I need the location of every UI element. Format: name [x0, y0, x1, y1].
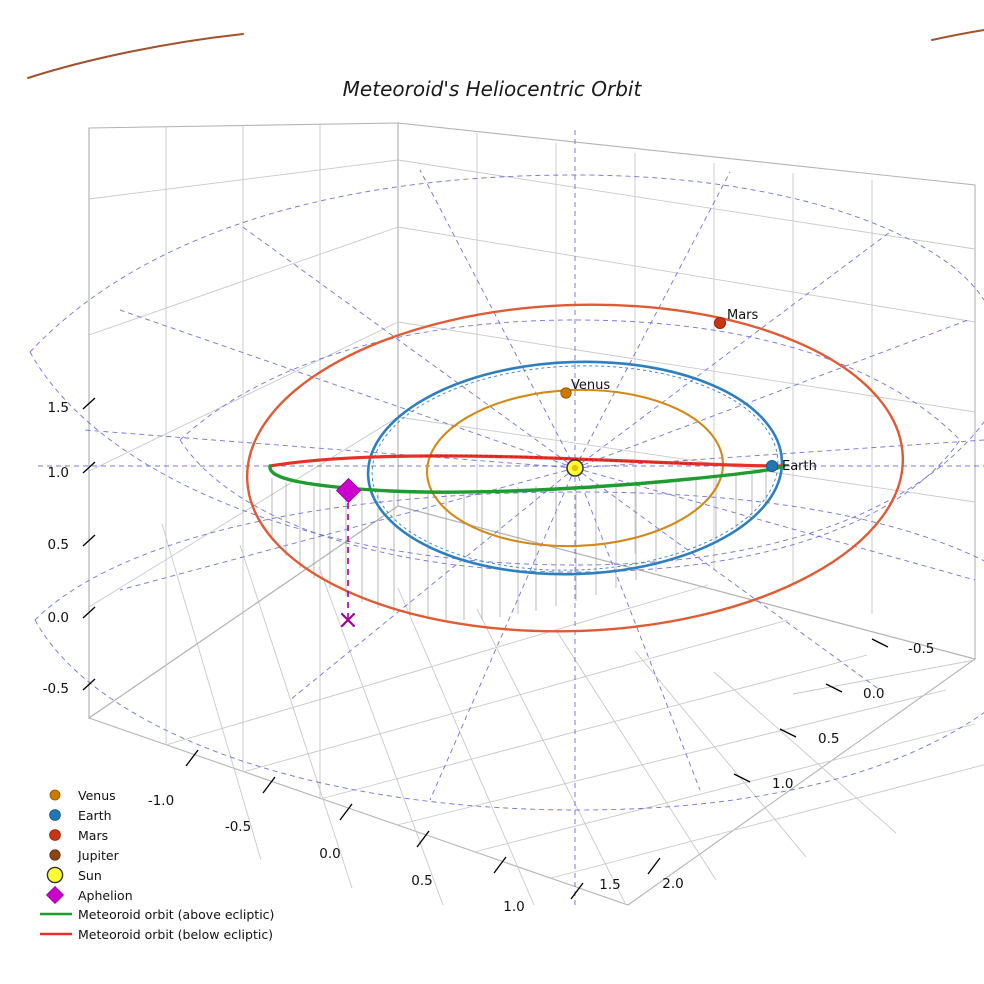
axis-tick-marks [82, 397, 889, 900]
legend-marker-mars [49, 829, 61, 841]
venus-orbit [426, 388, 724, 548]
legend-label-orbit-below: Meteoroid orbit (below ecliptic) [78, 927, 273, 942]
x-tick-label-5: 1.0 [503, 899, 524, 915]
jupiter-orbit [27, 29, 984, 79]
z-tick-label-4: 0.0 [48, 610, 69, 626]
z-tick-label-1: 1.5 [48, 400, 69, 416]
legend-label-venus: Venus [78, 788, 116, 803]
z-tick-label-5: -0.5 [43, 681, 69, 697]
legend-label-sun: Sun [78, 868, 102, 883]
x-tick-label-2: -0.5 [225, 819, 251, 835]
legend-label-aphelion: Aphelion [78, 888, 133, 903]
x-tick-label-1: -1.0 [148, 793, 174, 809]
earth-annotation: Earth [782, 459, 817, 474]
legend-marker-venus [49, 789, 61, 801]
legend: Venus Earth Mars Jupiter Sun Aphelion Me… [40, 788, 274, 942]
aphelion-diamond-marker [335, 477, 362, 504]
meteoroid-stem-lines [271, 470, 767, 620]
meteoroid-orbit-above-ecliptic [268, 464, 786, 494]
page-title: Meteoroid's Heliocentric Orbit [343, 77, 643, 101]
legend-marker-sun [46, 866, 64, 884]
legend-marker-aphelion [45, 885, 65, 905]
x-tick-label-3: 0.0 [319, 846, 340, 862]
venus-annotation: Venus [571, 378, 610, 393]
legend-label-orbit-above: Meteoroid orbit (above ecliptic) [78, 907, 274, 922]
meteoroid-orbit-below-ecliptic [268, 454, 786, 468]
y-tick-label-1: -0.5 [908, 641, 934, 657]
mars-marker [714, 316, 727, 329]
y-tick-label-2: 0.0 [863, 686, 884, 702]
x-tick-label-6: 1.5 [599, 877, 620, 893]
earth-marker [766, 459, 779, 472]
z-tick-label-2: 1.0 [48, 465, 69, 481]
legend-marker-earth [49, 809, 61, 821]
legend-marker-jupiter [49, 849, 61, 861]
y-tick-label-3: 0.5 [818, 731, 839, 747]
x-tick-label-7: 2.0 [662, 876, 683, 892]
mars-annotation: Mars [727, 308, 759, 323]
legend-label-jupiter: Jupiter [77, 848, 120, 863]
mars-orbit [245, 303, 905, 633]
z-tick-label-3: 0.5 [48, 537, 69, 553]
planet-markers [560, 316, 779, 477]
x-tick-label-4: 0.5 [411, 873, 432, 889]
y-tick-label-4: 1.0 [772, 776, 793, 792]
aphelion-marker-group [335, 477, 362, 628]
reference-dashed-lines [29, 128, 984, 905]
earth-orbit [366, 360, 784, 576]
venus-marker [560, 387, 572, 399]
legend-label-earth: Earth [78, 808, 112, 823]
legend-label-mars: Mars [78, 828, 108, 843]
